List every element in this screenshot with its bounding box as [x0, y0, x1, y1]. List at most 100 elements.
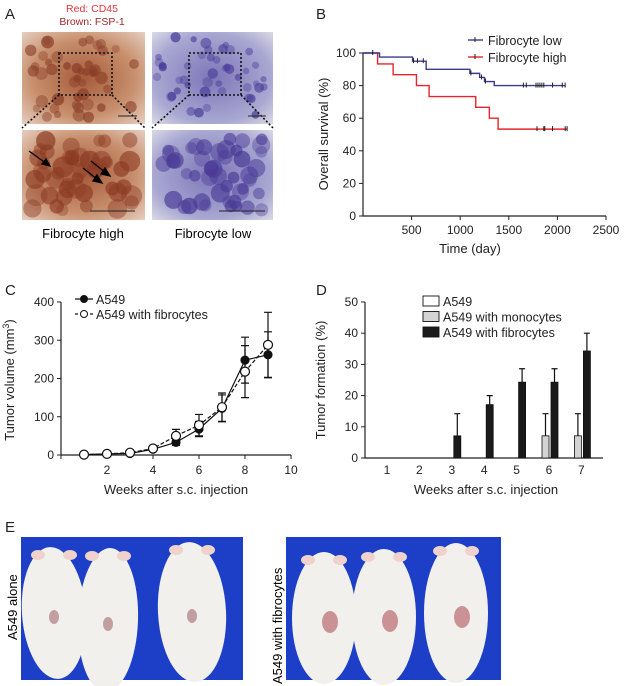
cell-nucleus — [95, 71, 108, 85]
y-tick-label: 20 — [343, 176, 357, 190]
tumor — [382, 610, 398, 632]
cell-nucleus — [240, 200, 255, 215]
panel-label-a: A — [5, 6, 15, 23]
legend-swatch — [422, 326, 440, 338]
cell-nucleus — [230, 144, 243, 157]
bar — [485, 404, 494, 459]
x-tick-label: 1000 — [447, 223, 474, 237]
stain-brown-label: Brown: FSP-1 — [59, 16, 125, 28]
y-tick-label: 30 — [345, 357, 359, 371]
y-tick-label: 100 — [34, 410, 54, 424]
cell-nucleus — [217, 86, 227, 96]
tumor — [49, 610, 59, 624]
cell-nucleus — [200, 37, 212, 49]
stain-red-label: Red: CD45 — [66, 3, 118, 15]
y-tick-label: 300 — [34, 333, 54, 347]
cell-nucleus — [179, 75, 189, 85]
panel-label-b: B — [316, 6, 326, 23]
survival-curve-low — [363, 52, 566, 87]
bar — [574, 435, 582, 459]
x-tick-label: 2500 — [593, 223, 620, 237]
mouse-ear — [31, 550, 45, 560]
legend-marker — [80, 310, 88, 318]
cell-nucleus — [212, 56, 221, 64]
cell-nucleus — [246, 94, 256, 104]
scale-bars — [90, 115, 266, 212]
cell-nucleus — [210, 183, 230, 203]
cell-nucleus — [253, 187, 265, 200]
cell-nucleus — [93, 134, 106, 147]
cell-nucleus — [202, 77, 213, 88]
legend-swatch — [422, 311, 440, 322]
x-axis-label: Weeks after s.c. injection — [104, 482, 248, 497]
cell-nucleus — [79, 199, 93, 213]
x-axis-label: Time (day) — [439, 241, 501, 256]
cell-nucleus — [23, 199, 42, 218]
data-point — [78, 449, 90, 460]
cell-nucleus — [203, 161, 219, 177]
y-tick-label: 200 — [34, 372, 54, 386]
cell-nucleus — [256, 133, 268, 146]
y-axis-label: Tumor formation (%) — [313, 321, 328, 440]
cell-nucleus — [107, 199, 128, 219]
cell-nucleus — [35, 95, 49, 108]
cell-nucleus — [225, 44, 235, 55]
y-tick-label: 50 — [345, 295, 359, 309]
panel-e: A549 alone A549 with fibrocytes — [5, 537, 501, 686]
y-tick-label: 10 — [345, 420, 359, 434]
bar — [541, 435, 550, 459]
panel-label-c: C — [5, 282, 16, 299]
error-bar — [574, 413, 581, 436]
legend-label: A549 with monocytes — [443, 311, 562, 325]
x-tick-label: 4 — [150, 463, 157, 477]
survival-chart: 0 20 40 60 80 100 500 1000 1500 2000 2500 Time (da… — [316, 34, 620, 256]
data-point — [263, 350, 273, 360]
error-bar — [486, 395, 493, 405]
cell-nucleus — [111, 44, 120, 54]
cell-nucleus — [72, 162, 89, 179]
tumor — [454, 606, 470, 628]
caption-fibrocyte-low: Fibrocyte low — [175, 226, 252, 241]
cell-nucleus — [259, 83, 268, 91]
cell-nucleus — [218, 44, 228, 54]
cell-nucleus — [210, 143, 229, 162]
bar — [550, 381, 559, 459]
cell-nucleus — [255, 145, 268, 158]
data-point — [239, 366, 251, 377]
mouse-ear — [85, 551, 99, 561]
cell-nucleus — [247, 158, 266, 178]
x-axis-label: Weeks after s.c. injection — [414, 482, 558, 497]
y-axis-label: Overall survival (%) — [316, 78, 331, 191]
x-tick-label: 5 — [513, 463, 520, 477]
x-tick-label: 8 — [242, 463, 249, 477]
cell-nucleus — [227, 171, 240, 184]
cell-nucleus — [68, 76, 81, 88]
cell-nucleus — [217, 149, 233, 165]
mouse-ear — [433, 546, 447, 556]
cell-nucleus — [71, 62, 83, 74]
cell-nucleus — [164, 190, 183, 209]
legend-label: A549 — [96, 293, 125, 307]
data-point — [147, 443, 159, 454]
cell-nucleus — [38, 50, 49, 61]
cell-nucleus — [24, 44, 37, 57]
cell-nucleus — [92, 40, 103, 50]
mouse-ear — [169, 545, 183, 555]
data-point — [262, 339, 274, 350]
legend-label: A549 with fibrocytes — [443, 326, 555, 340]
legend-label: A549 — [443, 295, 472, 309]
cell-nucleus — [251, 61, 260, 69]
panel-a: Red: CD45 Brown: FSP-1 Fibrocyte high Fi… — [21, 3, 274, 241]
cell-nucleus — [122, 132, 138, 148]
cell-nucleus — [223, 63, 231, 72]
cell-nucleus — [175, 76, 184, 85]
legend-label: A549 with fibrocytes — [96, 308, 208, 322]
cell-nucleus — [158, 61, 167, 70]
cell-nucleus — [32, 104, 41, 113]
data-point — [240, 355, 250, 365]
cell-nucleus — [27, 65, 39, 77]
cell-nucleus — [197, 51, 206, 60]
cell-nucleus — [252, 135, 271, 155]
x-tick-label: 10 — [284, 463, 298, 477]
mouse-ear — [63, 550, 77, 560]
